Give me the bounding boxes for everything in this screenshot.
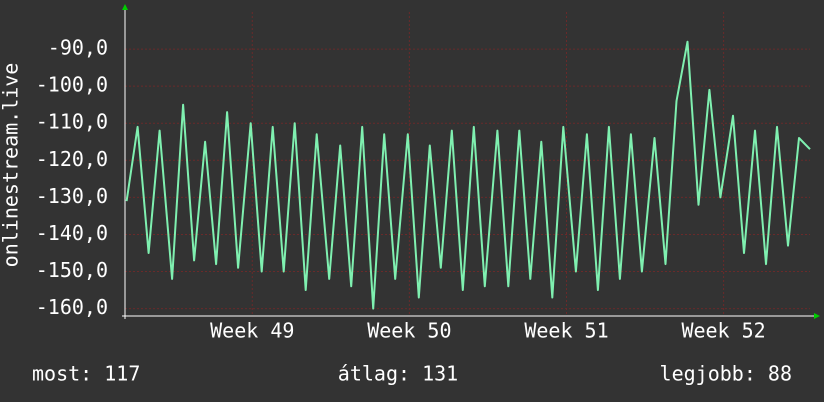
axis-arrow bbox=[814, 313, 820, 319]
y-tick-label: -110,0 bbox=[36, 110, 108, 134]
y-tick-label: -150,0 bbox=[36, 258, 108, 282]
y-tick-label: -120,0 bbox=[36, 147, 108, 171]
stat-best: legjobb: 88 bbox=[660, 362, 792, 386]
y-tick-label: -90,0 bbox=[48, 36, 108, 60]
x-tick-label: Week 49 bbox=[210, 319, 294, 343]
data-line bbox=[125, 40, 811, 310]
x-tick-label: Week 50 bbox=[367, 319, 451, 343]
y-tick-label: -140,0 bbox=[36, 221, 108, 245]
axis-arrow bbox=[122, 4, 128, 10]
stat-current: most: 117 bbox=[32, 362, 140, 386]
x-tick-label: Week 52 bbox=[681, 319, 765, 343]
y-axis-label: onlinestream.live bbox=[0, 63, 23, 268]
x-tick-label: Week 51 bbox=[524, 319, 608, 343]
stat-average: átlag: 131 bbox=[338, 362, 458, 386]
y-tick-label: -100,0 bbox=[36, 73, 108, 97]
y-tick-label: -130,0 bbox=[36, 184, 108, 208]
y-tick-label: -160,0 bbox=[36, 295, 108, 319]
